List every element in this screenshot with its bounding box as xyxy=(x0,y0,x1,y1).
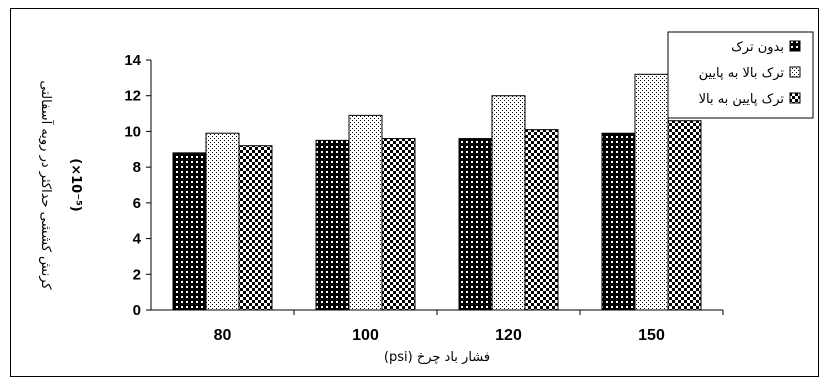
y-axis-title: کرنش کششی حداکثر در رویه آسفالتی xyxy=(38,80,55,290)
y-tick-label: 10 xyxy=(124,123,141,140)
legend-label: ترک پایین به بالا xyxy=(699,92,785,107)
bar-dark-dots-80 xyxy=(172,152,207,311)
bar-dark-dots-150 xyxy=(601,132,636,311)
chart-frame xyxy=(10,8,819,377)
legend-label: ترک بالا به پایین xyxy=(699,66,785,81)
x-category-label: 100 xyxy=(352,327,379,344)
bar-fine-dots-150 xyxy=(634,73,669,311)
legend-swatch-fine-dots xyxy=(789,66,801,78)
legend-swatch-checker xyxy=(789,92,801,104)
bar-checker-80 xyxy=(238,145,273,311)
bar-dark-dots-120 xyxy=(458,138,493,311)
y-tick-label: 2 xyxy=(133,266,141,283)
y-tick-label: 12 xyxy=(124,88,141,105)
bar-fine-dots-120 xyxy=(491,95,526,311)
bar-dark-dots-100 xyxy=(315,139,350,311)
y-tick-label: 8 xyxy=(133,159,141,176)
y-tick-label: 4 xyxy=(133,231,142,248)
bar-fine-dots-100 xyxy=(348,114,383,311)
x-category-label: 150 xyxy=(638,327,665,344)
y-tick-label: 14 xyxy=(124,52,141,69)
legend-swatch-dark-dots xyxy=(789,40,801,52)
x-axis-title: فشار باد چرخ (psi) xyxy=(384,350,490,365)
x-category-label: 120 xyxy=(495,327,522,344)
y-axis-unit: (×10⁻⁵) xyxy=(68,158,83,211)
legend: بدون ترک ترک بالا به پایین ترک پایین به با… xyxy=(667,31,814,119)
x-category-label: 80 xyxy=(214,327,232,344)
y-tick-label: 0 xyxy=(133,302,141,319)
legend-label: بدون ترک xyxy=(731,40,784,55)
bar-checker-150 xyxy=(667,120,702,311)
bar-checker-100 xyxy=(381,138,416,311)
bar-fine-dots-80 xyxy=(205,132,240,311)
y-tick-label: 6 xyxy=(133,195,141,212)
bar-checker-120 xyxy=(524,129,559,311)
